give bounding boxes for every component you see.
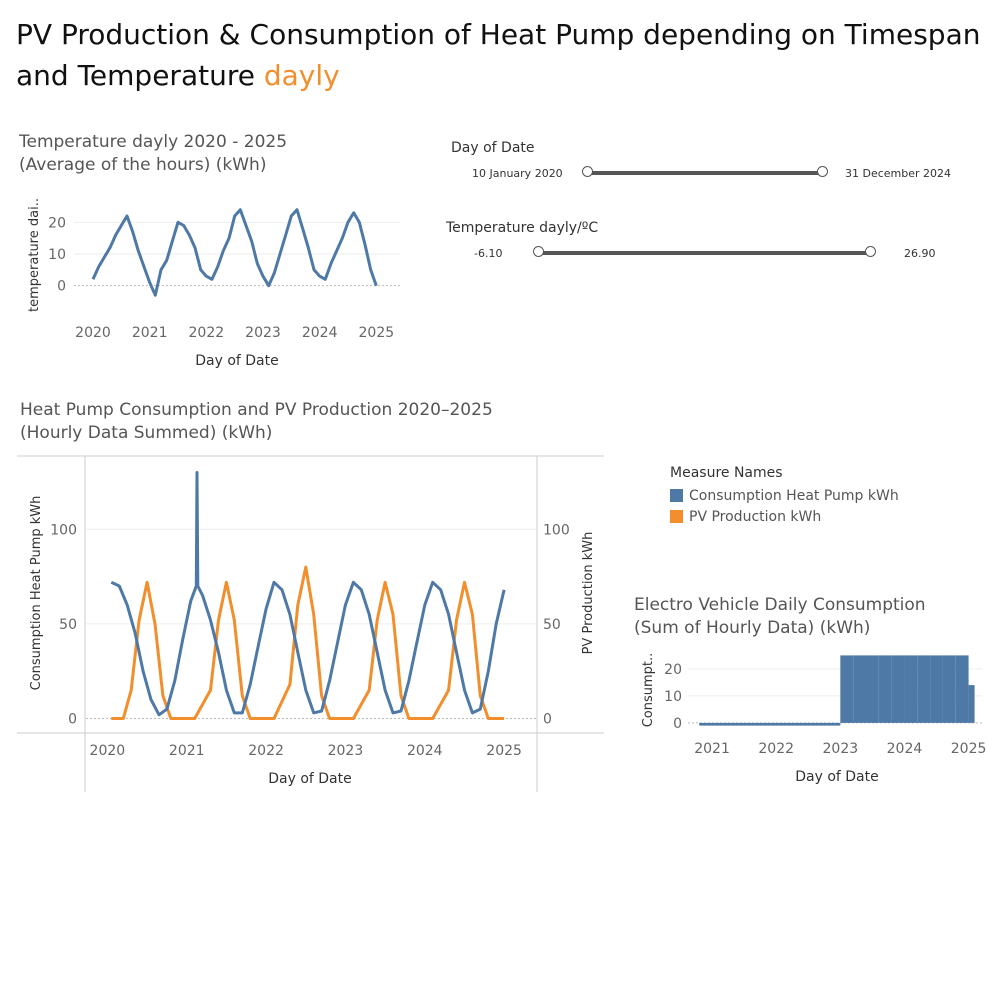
ev-consumption-bar bbox=[917, 655, 931, 723]
date-slider-max-handle[interactable] bbox=[817, 166, 828, 177]
hp-x-tick-label: 2020 bbox=[90, 743, 126, 759]
page-title-accent: dayly bbox=[263, 59, 340, 92]
date-filter-min: 10 January 2020 bbox=[472, 167, 563, 180]
hp-pv-chart: 0 0 50 50 100 100 2020 2021 2022 2023 2024 2025 Day … bbox=[17, 455, 604, 792]
hp-y-right-tick-label: 50 bbox=[543, 617, 561, 633]
date-slider-min-handle[interactable] bbox=[582, 166, 593, 177]
legend-item-pv[interactable]: PV Production kWh bbox=[670, 506, 899, 527]
temp-x-tick-label: 2025 bbox=[359, 325, 395, 341]
temp-y-tick-label: 0 bbox=[57, 279, 66, 295]
ev-consumption-bar bbox=[891, 655, 905, 723]
hp-y-right-tick-label: 100 bbox=[543, 522, 570, 538]
hp-y-left-tick-label: 0 bbox=[68, 712, 77, 728]
ev-y-axis-label: Consumpt.. bbox=[641, 653, 656, 728]
date-slider-track[interactable] bbox=[588, 171, 824, 175]
hp-x-tick-label: 2023 bbox=[328, 743, 364, 759]
hp-x-tick-label: 2021 bbox=[169, 743, 205, 759]
temperature-filter-max: 26.90 bbox=[904, 247, 936, 260]
temp-x-tick-label: 2023 bbox=[245, 325, 281, 341]
ev-consumption-bar bbox=[878, 655, 892, 723]
temperature-title-line2: (Average of the hours) (kWh) bbox=[19, 155, 267, 175]
ev-x-axis-label: Day of Date bbox=[795, 769, 879, 785]
temp-x-tick-label: 2022 bbox=[189, 325, 225, 341]
hp-x-axis-label: Day of Date bbox=[268, 771, 352, 787]
ev-x-tick-label: 2022 bbox=[758, 741, 794, 757]
temp-x-tick-label: 2020 bbox=[75, 325, 111, 341]
temperature-slider-track[interactable] bbox=[539, 251, 873, 255]
temperature-chart-title: Temperature dayly 2020 - 2025 (Average o… bbox=[19, 131, 287, 177]
temp-x-tick-label: 2021 bbox=[132, 325, 168, 341]
ev-y-tick-label: 20 bbox=[664, 662, 682, 678]
temperature-slider-min-handle[interactable] bbox=[533, 246, 544, 257]
ev-consumption-bar bbox=[968, 685, 975, 723]
ev-x-tick-label: 2023 bbox=[823, 741, 859, 757]
hp-pv-chart-title: Heat Pump Consumption and PV Production … bbox=[20, 399, 493, 445]
hp-x-tick-label: 2022 bbox=[248, 743, 284, 759]
temperature-title-line1: Temperature dayly 2020 - 2025 bbox=[19, 132, 288, 152]
ev-x-tick-label: 2024 bbox=[887, 741, 923, 757]
legend-swatch-heat-pump bbox=[670, 489, 683, 502]
ev-consumption-bar bbox=[942, 655, 956, 723]
ev-x-tick-label: 2021 bbox=[694, 741, 730, 757]
date-filter-label: Day of Date bbox=[451, 140, 535, 156]
ev-consumption-bar bbox=[930, 655, 943, 723]
hp-pv-title-line2: (Hourly Data Summed) (kWh) bbox=[20, 423, 273, 443]
ev-chart-title: Electro Vehicle Daily Consumption (Sum o… bbox=[634, 594, 926, 640]
hp-y-right-tick-label: 0 bbox=[543, 712, 552, 728]
legend-item-heat-pump[interactable]: Consumption Heat Pump kWh bbox=[670, 485, 899, 506]
ev-consumption-bar bbox=[904, 655, 918, 723]
ev-consumption-bar bbox=[955, 655, 969, 723]
date-filter-max: 31 December 2024 bbox=[845, 167, 952, 180]
legend-swatch-pv bbox=[670, 510, 683, 523]
hp-y-left-tick-label: 50 bbox=[59, 617, 77, 633]
temp-y-tick-label: 20 bbox=[48, 215, 66, 231]
ev-consumption-bar bbox=[865, 655, 879, 723]
temperature-series-line bbox=[91, 208, 378, 297]
legend-label-pv: PV Production kWh bbox=[689, 508, 822, 525]
temp-y-tick-label: 10 bbox=[48, 247, 66, 263]
temperature-filter-min: -6.10 bbox=[474, 247, 503, 260]
ev-y-tick-label: 0 bbox=[673, 716, 682, 732]
hp-y-left-axis-label: Consumption Heat Pump kWh bbox=[29, 496, 44, 691]
page-title-main: PV Production & Consumption of Heat Pump… bbox=[16, 18, 981, 92]
ev-title-line1: Electro Vehicle Daily Consumption bbox=[634, 595, 926, 615]
temperature-filter-label: Temperature dayly/ºC bbox=[446, 220, 599, 236]
ev-y-tick-label: 10 bbox=[664, 689, 682, 705]
ev-consumption-bar bbox=[699, 722, 840, 726]
hp-y-right-axis-label: PV Production kWh bbox=[581, 532, 596, 655]
hp-x-tick-label: 2024 bbox=[407, 743, 443, 759]
ev-title-line2: (Sum of Hourly Data) (kWh) bbox=[634, 618, 871, 638]
legend-title: Measure Names bbox=[670, 465, 783, 481]
temp-y-axis-label: temperature dai.. bbox=[27, 198, 42, 312]
temperature-slider-max-handle[interactable] bbox=[865, 246, 876, 257]
hp-x-tick-label: 2025 bbox=[486, 743, 522, 759]
hp-pv-title-line1: Heat Pump Consumption and PV Production … bbox=[20, 400, 493, 420]
ev-consumption-bar bbox=[840, 655, 854, 723]
temp-x-tick-label: 2024 bbox=[302, 325, 338, 341]
page-title: PV Production & Consumption of Heat Pump… bbox=[16, 14, 986, 96]
heat-pump-consumption-series-line bbox=[110, 471, 506, 717]
legend: Measure Names Consumption Heat Pump kWh … bbox=[670, 465, 899, 527]
hp-y-left-tick-label: 100 bbox=[50, 522, 77, 538]
ev-x-tick-label: 2025 bbox=[951, 741, 987, 757]
ev-consumption-bar bbox=[839, 722, 841, 726]
ev-consumption-bar bbox=[853, 655, 866, 723]
legend-label-heat-pump: Consumption Heat Pump kWh bbox=[689, 487, 899, 504]
temp-x-axis-label: Day of Date bbox=[195, 353, 279, 369]
pv-production-series-line bbox=[111, 565, 505, 720]
ev-chart: 0 10 20 2021 2022 2023 2024 2025 Day of Date Cons… bbox=[641, 653, 987, 785]
